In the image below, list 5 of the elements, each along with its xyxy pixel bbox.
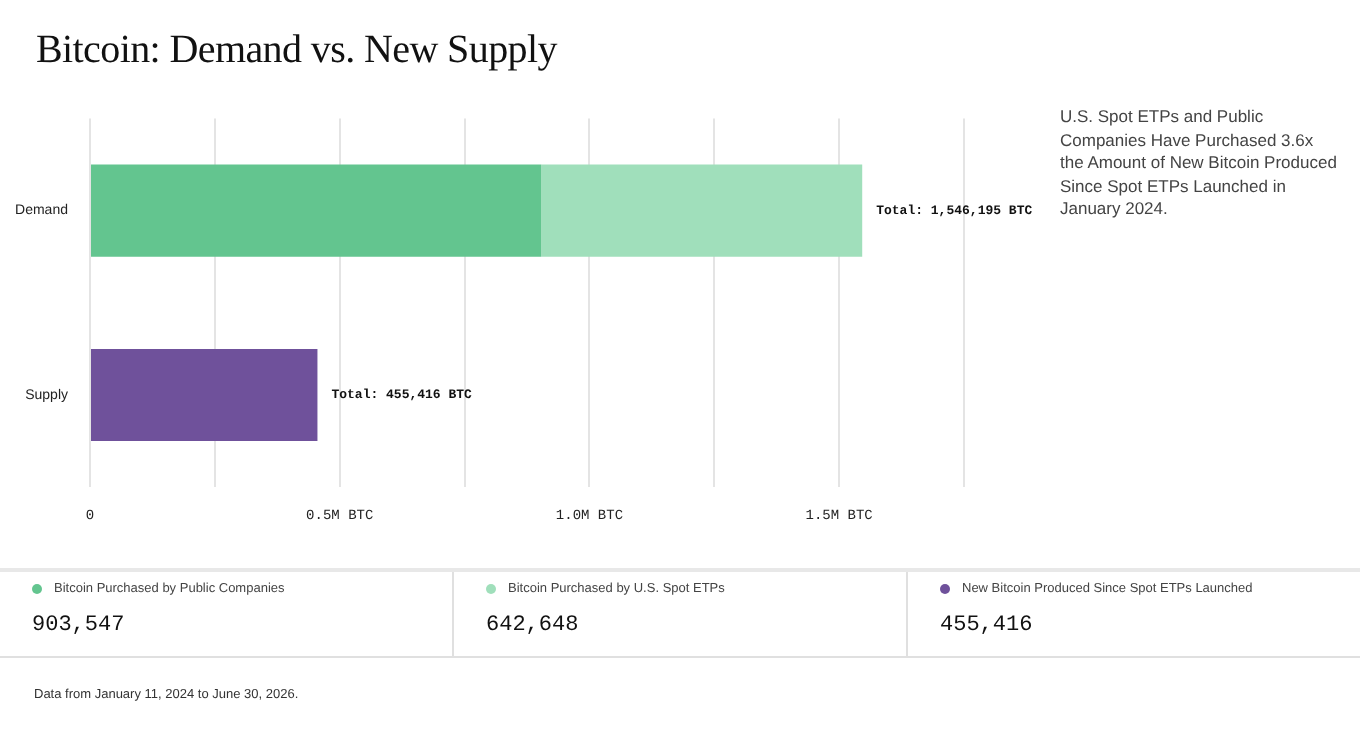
chart-title: Bitcoin: Demand vs. New Supply — [36, 28, 557, 74]
text: 903,547 — [32, 614, 127, 638]
text: 642,648 — [486, 614, 581, 638]
text: 455,416 — [940, 614, 1035, 638]
text: U.S. Spot ETPs and Public Companies Have Purchased 3.6x the Amount of New Bitcoin Produced Since Spot ETPs Launched in January 2024. — [1060, 106, 1339, 221]
